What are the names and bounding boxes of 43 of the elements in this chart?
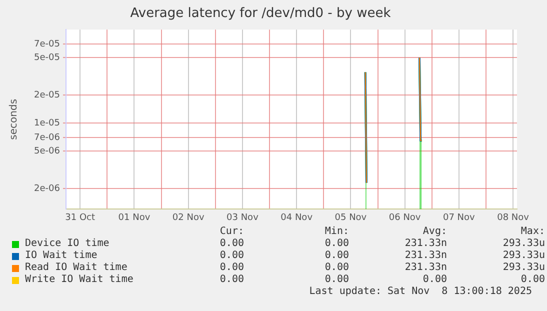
text: 0.00: [324, 238, 349, 250]
y-tick-label: 1e-05: [34, 118, 60, 128]
text: 0.00: [218, 250, 244, 262]
text: 0.00: [324, 274, 349, 286]
x-tick-label: 05 Nov: [334, 212, 368, 223]
text: 0.00: [324, 250, 349, 262]
legend-label: Device IO time: [24, 238, 110, 250]
text: 0.00: [422, 274, 447, 286]
text: 231.33n: [404, 250, 447, 262]
y-tick-label: 2e-05: [34, 90, 60, 100]
text: 0.00: [218, 238, 244, 250]
text: Avg:: [422, 226, 447, 238]
x-tick-label: 08 Nov: [497, 212, 530, 223]
text: 293.33u: [502, 262, 545, 274]
text: 0.00: [218, 262, 244, 274]
chart-title: Average latency for /dev/md0 - by week: [130, 6, 392, 22]
text: 293.33u: [502, 238, 545, 250]
y-tick-label: 5e-06: [34, 146, 60, 157]
x-tick-label: 07 Nov: [442, 212, 476, 223]
legend-label: IO Wait time: [24, 250, 98, 262]
legend-label: Read IO Wait time: [24, 262, 128, 274]
x-tick-label: 02 Nov: [172, 212, 205, 223]
text: Last update: Sat Nov 8 13:00:18 2025: [308, 286, 532, 298]
text: 231.33n: [404, 238, 447, 250]
x-tick-label: 03 Nov: [226, 212, 260, 223]
y-axis-title: seconds: [8, 98, 20, 140]
x-tick-label: 06 Nov: [388, 212, 422, 223]
legend-label: Write IO Wait time: [24, 274, 134, 286]
text: Max:: [520, 226, 545, 238]
x-tick-label: 01 Nov: [118, 212, 151, 223]
y-tick-label: 7e-06: [34, 132, 60, 143]
x-tick-label: 04 Nov: [280, 212, 314, 223]
y-tick-label: 2e-06: [34, 184, 60, 194]
text: Cur:: [218, 226, 244, 238]
text: 293.33u: [502, 250, 545, 262]
y-tick-label: 5e-05: [34, 53, 60, 64]
text: 231.33n: [404, 262, 447, 274]
text: 0.00: [324, 262, 349, 274]
y-tick-label: 7e-05: [34, 39, 60, 50]
text: 0.00: [218, 274, 244, 286]
x-tick-label: 31 Oct: [65, 212, 96, 223]
text: Min:: [324, 226, 349, 238]
text: 0.00: [520, 274, 545, 286]
